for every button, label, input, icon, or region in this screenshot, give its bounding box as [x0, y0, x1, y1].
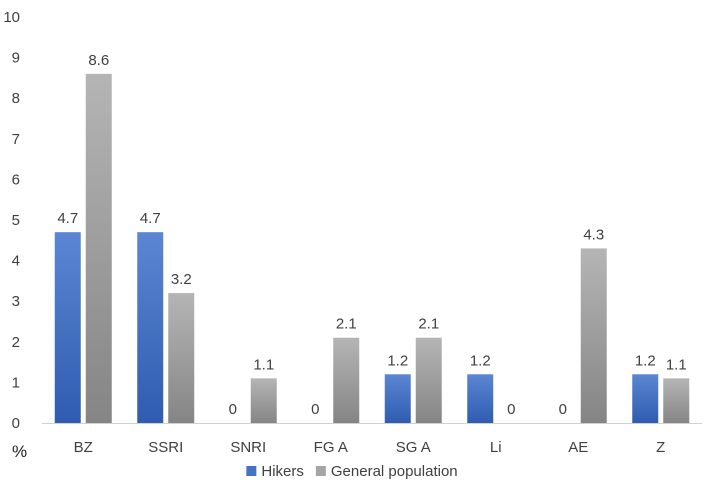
- x-category-label-fg-a: FG A: [314, 439, 348, 456]
- legend-label-general-population: General population: [331, 463, 458, 480]
- x-category-label-z: Z: [656, 439, 665, 456]
- data-labels: 4.7 8.6 4.7 3.2 0 1.1 0 2.1 1.2 2.1 1.2 0 0 4.3 1.2 1.1: [57, 52, 686, 418]
- x-category-label-li: Li: [490, 439, 502, 456]
- legend-swatch-general-population: [315, 466, 326, 476]
- bar-general-population-ae: [580, 248, 607, 423]
- bar-general-population-z: [663, 378, 690, 423]
- bar-hikers-sg-a: [384, 374, 411, 423]
- y-tick-label-10: 10: [3, 9, 20, 26]
- x-category-label-bz: BZ: [74, 439, 93, 456]
- bar-general-population-snri: [250, 378, 277, 423]
- legend-label-hikers: Hikers: [261, 463, 304, 480]
- legend-swatch-hikers: [246, 466, 257, 476]
- x-axis: BZ SSRI SNRI FG A SG A Li AE Z: [42, 423, 702, 456]
- x-category-label-ssri: SSRI: [148, 439, 183, 456]
- data-label-hikers-ae: 0: [559, 401, 567, 418]
- y-axis: 0 1 2 3 4 5 6 7 8 9 10: [3, 9, 20, 432]
- bar-hikers-bz: [54, 232, 81, 423]
- data-label-general-population-bz: 8.6: [88, 52, 109, 69]
- data-label-hikers-bz: 4.7: [57, 210, 78, 227]
- bar-hikers-z: [632, 374, 659, 423]
- bar-general-population-sg-a: [415, 337, 442, 423]
- x-category-label-ae: AE: [568, 439, 588, 456]
- legend-item-hikers: Hikers: [246, 463, 304, 480]
- y-tick-label-3: 3: [12, 293, 20, 310]
- x-category-label-sg-a: SG A: [396, 439, 431, 456]
- data-label-general-population-snri: 1.1: [253, 356, 274, 373]
- y-tick-label-7: 7: [12, 131, 20, 148]
- y-tick-label-4: 4: [12, 253, 20, 270]
- y-axis-unit-label: %: [12, 442, 27, 461]
- bar-general-population-bz: [85, 73, 112, 423]
- data-label-general-population-sg-a: 2.1: [418, 316, 439, 333]
- bar-general-population-fg-a: [333, 337, 360, 423]
- y-tick-label-2: 2: [12, 334, 20, 351]
- data-label-hikers-li: 1.2: [470, 352, 491, 369]
- legend-item-general-population: General population: [315, 463, 458, 480]
- y-tick-label-1: 1: [12, 374, 20, 391]
- bar-general-population-ssri: [168, 293, 195, 423]
- y-tick-label-6: 6: [12, 171, 20, 188]
- y-tick-label-8: 8: [12, 90, 20, 107]
- y-tick-label-0: 0: [12, 415, 20, 432]
- data-label-hikers-z: 1.2: [635, 352, 656, 369]
- data-label-hikers-snri: 0: [229, 401, 237, 418]
- x-category-label-snri: SNRI: [230, 439, 266, 456]
- y-tick-label-9: 9: [12, 50, 20, 67]
- data-label-general-population-fg-a: 2.1: [336, 316, 357, 333]
- data-label-hikers-fg-a: 0: [311, 401, 319, 418]
- bar-hikers-ssri: [137, 232, 164, 423]
- legend: Hikers General population: [246, 463, 458, 480]
- data-label-general-population-li: 0: [507, 401, 515, 418]
- data-label-general-population-ssri: 3.2: [171, 271, 192, 288]
- bar-hikers-li: [467, 374, 494, 423]
- data-label-hikers-ssri: 4.7: [140, 210, 161, 227]
- bars: [54, 73, 690, 423]
- data-label-hikers-sg-a: 1.2: [387, 352, 408, 369]
- data-label-general-population-ae: 4.3: [583, 226, 604, 243]
- y-tick-label-5: 5: [12, 212, 20, 229]
- data-label-general-population-z: 1.1: [666, 356, 687, 373]
